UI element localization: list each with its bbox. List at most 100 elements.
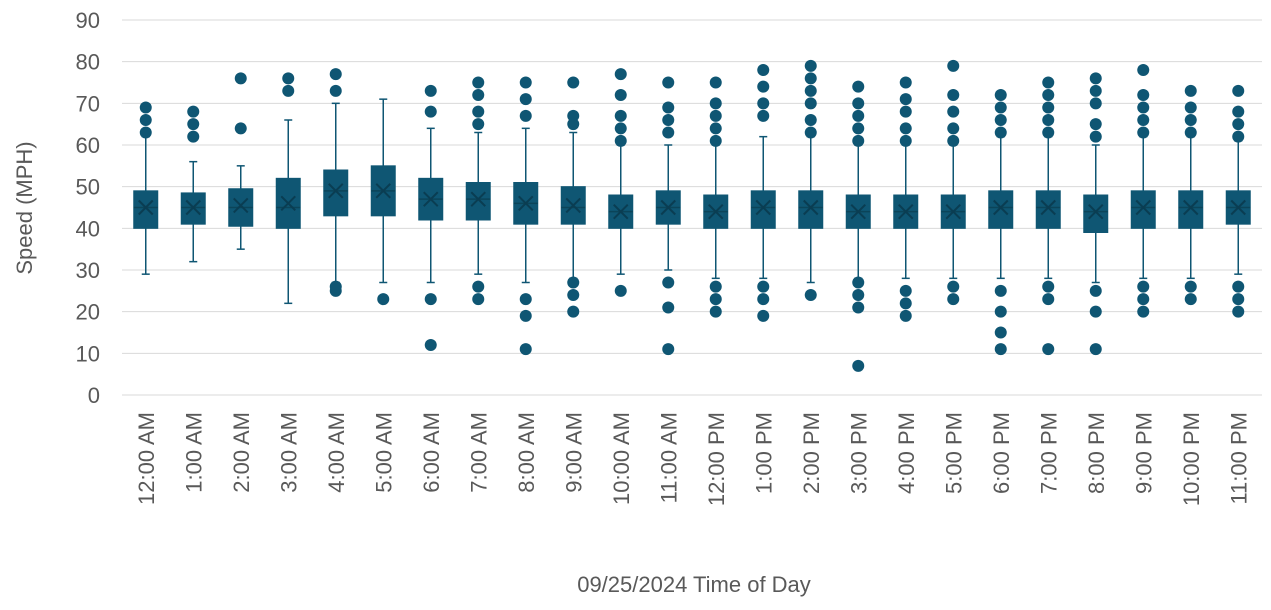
outlier-point bbox=[187, 118, 200, 131]
outlier-point bbox=[804, 59, 817, 72]
outlier-point bbox=[899, 284, 912, 297]
x-tick-label: 7:00 PM bbox=[1036, 412, 1061, 494]
outlier-point bbox=[804, 114, 817, 126]
outlier-point bbox=[852, 109, 865, 122]
outlier-point bbox=[709, 109, 722, 122]
box-6-00-am bbox=[418, 84, 444, 351]
outlier-point bbox=[187, 130, 200, 143]
outlier-point bbox=[614, 89, 627, 101]
y-tick-label: 40 bbox=[76, 216, 100, 241]
outlier-point bbox=[804, 84, 817, 97]
y-tick-label: 30 bbox=[76, 258, 100, 283]
x-tick-label: 12:00 AM bbox=[134, 412, 159, 505]
mean-marker bbox=[660, 199, 676, 216]
outlier-point bbox=[899, 297, 912, 310]
x-tick-label: 3:00 PM bbox=[846, 412, 871, 494]
outlier-point bbox=[1042, 114, 1055, 126]
outlier-point bbox=[1042, 89, 1055, 101]
x-tick-label: 6:00 PM bbox=[989, 412, 1014, 494]
box-7-00-pm bbox=[1035, 76, 1061, 356]
x-tick-label: 11:00 AM bbox=[656, 412, 681, 503]
outlier-point bbox=[709, 76, 722, 89]
outlier-point bbox=[1137, 64, 1150, 76]
y-tick-label: 70 bbox=[76, 91, 100, 116]
y-tick-label: 0 bbox=[88, 383, 100, 408]
y-tick-label: 10 bbox=[76, 341, 100, 366]
outlier-point bbox=[472, 105, 485, 118]
outlier-point bbox=[662, 276, 675, 289]
outlier-point bbox=[1042, 280, 1055, 293]
outlier-point bbox=[899, 309, 912, 322]
outlier-point bbox=[1089, 130, 1102, 143]
outlier-point bbox=[1042, 343, 1055, 356]
outlier-point bbox=[852, 359, 865, 372]
outlier-point bbox=[804, 126, 817, 139]
mean-marker bbox=[898, 203, 914, 220]
outlier-point bbox=[614, 122, 627, 135]
outlier-point bbox=[947, 280, 960, 293]
outlier-point bbox=[994, 126, 1007, 139]
outlier-point bbox=[994, 101, 1007, 114]
outlier-point bbox=[757, 64, 770, 76]
outlier-point bbox=[1089, 284, 1102, 297]
outlier-point bbox=[1232, 293, 1245, 306]
outlier-point bbox=[519, 76, 532, 89]
outlier-point bbox=[1089, 305, 1102, 318]
iqr-box bbox=[1035, 190, 1061, 229]
outlier-point bbox=[852, 289, 865, 301]
outlier-point bbox=[519, 293, 532, 306]
outlier-point bbox=[709, 305, 722, 318]
x-tick-label: 9:00 PM bbox=[1131, 412, 1156, 494]
mean-marker bbox=[518, 195, 534, 212]
outlier-point bbox=[804, 97, 817, 110]
outlier-point bbox=[804, 289, 817, 301]
box-8-00-am bbox=[513, 76, 539, 356]
mean-marker bbox=[1230, 199, 1246, 216]
outlier-point bbox=[1184, 84, 1197, 97]
outlier-point bbox=[757, 280, 770, 293]
outlier-point bbox=[1137, 280, 1150, 293]
outlier-point bbox=[852, 80, 865, 93]
x-tick-label: 5:00 PM bbox=[941, 412, 966, 494]
outlier-point bbox=[1232, 105, 1245, 118]
y-tick-label: 90 bbox=[76, 8, 100, 33]
x-tick-label: 9:00 AM bbox=[561, 412, 586, 493]
outlier-point bbox=[804, 72, 817, 85]
mean-marker bbox=[993, 199, 1009, 216]
outlier-point bbox=[709, 97, 722, 110]
outlier-point bbox=[947, 105, 960, 118]
x-tick-label: 12:00 PM bbox=[704, 412, 729, 506]
outlier-point bbox=[947, 122, 960, 135]
mean-marker bbox=[755, 199, 771, 216]
outlier-point bbox=[1184, 293, 1197, 306]
outlier-point bbox=[852, 97, 865, 110]
x-tick-label: 7:00 AM bbox=[466, 412, 491, 493]
outlier-point bbox=[519, 343, 532, 356]
y-axis-label: Speed (MPH) bbox=[12, 141, 37, 274]
iqr-box bbox=[750, 190, 776, 229]
outlier-point bbox=[567, 118, 580, 131]
x-tick-label: 3:00 AM bbox=[276, 412, 301, 493]
outlier-point bbox=[1137, 89, 1150, 101]
outlier-point bbox=[329, 84, 342, 97]
box-1-00-pm bbox=[750, 64, 776, 322]
x-tick-label: 10:00 PM bbox=[1179, 412, 1204, 506]
mean-marker bbox=[850, 203, 866, 220]
iqr-box bbox=[133, 190, 159, 229]
outlier-point bbox=[234, 72, 247, 85]
boxes bbox=[133, 59, 1251, 372]
outlier-point bbox=[709, 280, 722, 293]
mean-marker bbox=[945, 203, 961, 220]
outlier-point bbox=[1137, 114, 1150, 126]
outlier-point bbox=[472, 280, 485, 293]
outlier-point bbox=[424, 84, 437, 97]
mean-marker bbox=[613, 203, 629, 220]
x-tick-label: 1:00 PM bbox=[751, 412, 776, 494]
outlier-point bbox=[1042, 101, 1055, 114]
outlier-point bbox=[1089, 84, 1102, 97]
outlier-point bbox=[472, 76, 485, 89]
outlier-point bbox=[614, 284, 627, 297]
outlier-point bbox=[899, 134, 912, 147]
